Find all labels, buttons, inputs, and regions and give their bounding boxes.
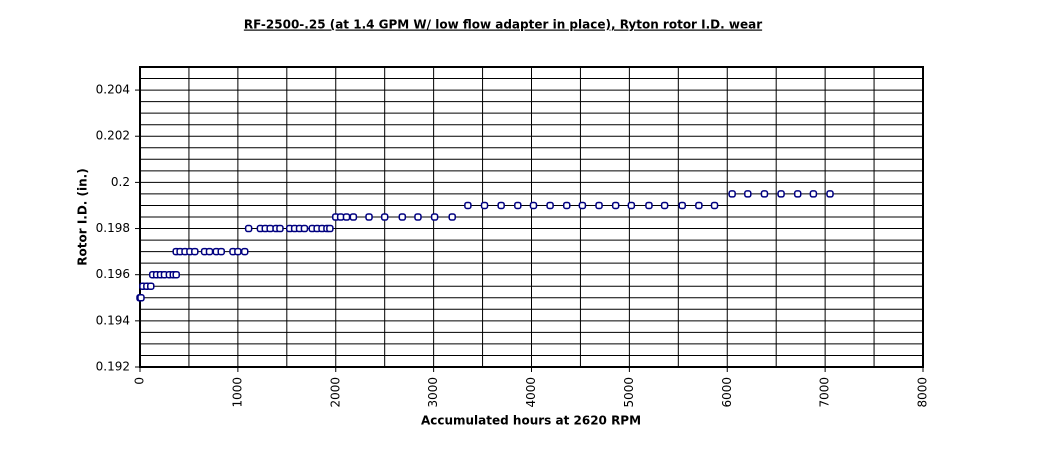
- data-point: [546, 201, 554, 210]
- data-point: [349, 213, 358, 221]
- data-point: [276, 224, 284, 233]
- data-point: [266, 224, 274, 233]
- data-point: [578, 201, 587, 210]
- data-point: [480, 201, 489, 210]
- data-point: [342, 213, 351, 221]
- data-point: [611, 201, 620, 210]
- data-point: [710, 201, 719, 210]
- data-point: [300, 224, 309, 233]
- y-tick-label: 0.192: [96, 360, 130, 374]
- data-point: [430, 213, 439, 221]
- data-point: [826, 190, 834, 198]
- data-point: [728, 190, 736, 198]
- data-point: [514, 201, 522, 210]
- data-point: [809, 190, 818, 198]
- y-tick-label: 0.2: [111, 175, 130, 189]
- x-tick-label: 5000: [622, 377, 636, 408]
- data-point: [380, 213, 389, 221]
- data-point: [414, 213, 422, 221]
- data-point: [448, 213, 456, 221]
- data-point: [529, 201, 538, 210]
- x-tick-label: 6000: [720, 377, 734, 408]
- data-point: [172, 270, 180, 279]
- data-point: [760, 190, 769, 198]
- data-point: [595, 201, 603, 210]
- data-point: [326, 224, 334, 233]
- data-point: [217, 247, 225, 256]
- data-point: [398, 213, 407, 221]
- y-axis-label: Rotor I.D. (in.): [76, 168, 90, 265]
- y-tick-label: 0.202: [96, 129, 130, 143]
- x-tick-label: 8000: [916, 377, 930, 408]
- data-point: [695, 201, 703, 210]
- data-point: [240, 247, 249, 256]
- data-point: [234, 247, 242, 256]
- data-point: [137, 294, 145, 302]
- x-tick-label: 3000: [426, 377, 440, 408]
- data-point: [191, 247, 199, 256]
- y-tick-label: 0.204: [96, 83, 130, 97]
- data-point: [744, 190, 752, 198]
- x-tick-label: 7000: [818, 377, 832, 408]
- data-point: [336, 213, 345, 221]
- x-axis-label: Accumulated hours at 2620 RPM: [421, 414, 641, 428]
- data-point: [660, 201, 669, 210]
- x-tick-label: 1000: [230, 377, 244, 408]
- data-point: [793, 190, 802, 198]
- y-tick-label: 0.194: [96, 313, 130, 327]
- y-tick-label: 0.198: [96, 221, 130, 235]
- chart-title: RF-2500-.25 (at 1.4 GPM W/ low flow adap…: [244, 18, 762, 32]
- data-point: [645, 201, 653, 210]
- data-point: [678, 201, 686, 210]
- data-point: [497, 201, 505, 210]
- x-tick-label: 4000: [524, 377, 538, 408]
- data-point: [562, 201, 571, 210]
- data-point: [205, 247, 214, 256]
- y-tick-label: 0.196: [96, 267, 130, 281]
- data-point: [365, 213, 373, 221]
- data-point: [244, 224, 253, 233]
- data-point: [147, 282, 155, 290]
- data-point: [464, 201, 472, 210]
- data-point: [777, 190, 785, 198]
- x-tick-label: 2000: [328, 377, 342, 408]
- x-tick-label: 0: [133, 377, 147, 385]
- data-point: [627, 201, 636, 210]
